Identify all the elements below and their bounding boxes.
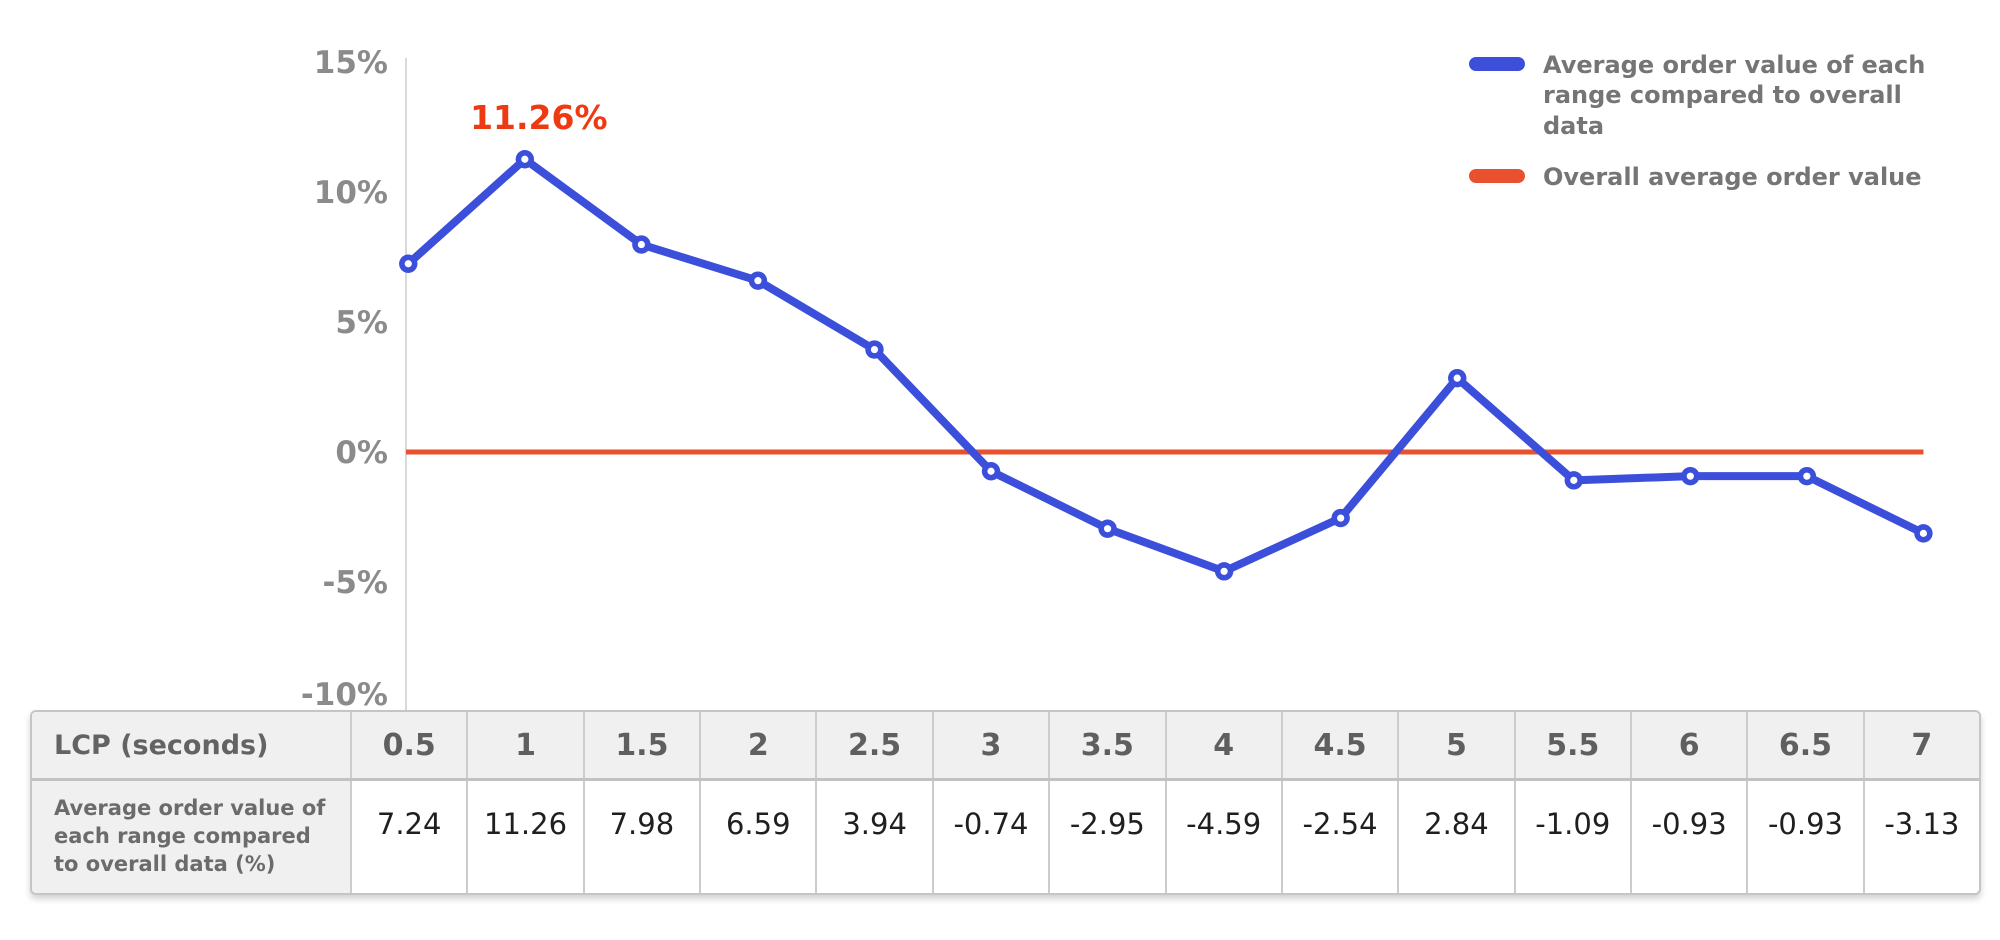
data-point-marker-center: [987, 467, 995, 475]
data-point-marker-center: [1686, 472, 1694, 480]
table-cell-value: 7.98: [582, 781, 699, 893]
data-point-marker-center: [637, 240, 645, 249]
table-column-header: 2.5: [815, 712, 932, 778]
table-row-label: Average order value of each range compar…: [32, 781, 350, 893]
table-cell-value: -2.54: [1280, 781, 1397, 893]
table-cell-value: 6.59: [699, 781, 815, 893]
y-axis-tick-label: 0%: [335, 435, 388, 471]
table-cell-value: -0.74: [931, 781, 1048, 893]
data-point-marker-center: [1220, 567, 1228, 575]
data-point-marker-center: [754, 277, 762, 285]
data-table: LCP (seconds) 0.5 1 1.5 2 2.5 3 3.5 4 4.5 5 5.5 6 6.5…: [30, 710, 1981, 895]
table-column-header: 4: [1164, 712, 1281, 778]
table-column-header: 7: [1862, 712, 1979, 778]
table-column-header: 1: [466, 712, 583, 778]
table-column-header: 6.5: [1746, 712, 1863, 778]
y-axis-tick-label: 15%: [314, 45, 388, 81]
chart-legend: Average order value of each range compar…: [1469, 50, 1943, 214]
table-cell-value: -2.95: [1048, 781, 1164, 893]
data-point-marker-center: [1570, 476, 1578, 484]
series-line: [404, 155, 1928, 576]
data-point-marker-center: [1803, 472, 1811, 480]
table-column-header: 4.5: [1280, 712, 1398, 778]
line-chart-plot: 15% 10% 5% 0% -5% -10%: [301, 45, 1933, 710]
legend-label: Average order value of each range compar…: [1543, 51, 1926, 140]
data-point-marker-center: [404, 260, 412, 268]
table-cell-value: -1.09: [1513, 781, 1630, 893]
table-column-header: 3.5: [1048, 712, 1165, 778]
y-axis-tick-label: -5%: [323, 565, 389, 601]
y-axis-tick-label: -10%: [301, 677, 388, 710]
table-cell-value: -3.13: [1862, 781, 1979, 893]
y-axis-tick-label: 5%: [335, 305, 388, 341]
data-point-marker-center: [1919, 529, 1928, 537]
table-column-header: 2: [699, 712, 816, 778]
table-column-header: 6: [1629, 712, 1747, 778]
peak-value-annotation: 11.26%: [470, 98, 608, 137]
legend-label: Overall average order value: [1543, 163, 1922, 192]
table-column-header: 5.5: [1513, 712, 1630, 778]
table-cell-value: 3.94: [815, 781, 931, 893]
table-cell-value: -0.93: [1746, 781, 1862, 893]
table-cell-value: 7.24: [350, 781, 466, 893]
data-point-marker-center: [1337, 514, 1345, 522]
legend-item: Overall average order value: [1469, 162, 1943, 192]
table-cell-value: -0.93: [1629, 781, 1746, 893]
table-cell-value: -4.59: [1164, 781, 1281, 893]
table-header-row: LCP (seconds) 0.5 1 1.5 2 2.5 3 3.5 4 4.5 5 5.5 6 6.5…: [32, 712, 1979, 781]
table-column-header: 1.5: [582, 712, 700, 778]
legend-item: Average order value of each range compar…: [1469, 50, 1943, 141]
data-point-marker-center: [870, 345, 879, 354]
data-point-marker-center: [1103, 525, 1112, 533]
table-cell-value: 2.84: [1397, 781, 1513, 893]
y-axis-tick-label: 10%: [314, 175, 388, 211]
table-column-header: 0.5: [350, 712, 467, 778]
table-corner-label: LCP (seconds): [32, 712, 350, 778]
table-column-header: 3: [931, 712, 1049, 778]
table-cell-value: 11.26: [466, 781, 582, 893]
data-point-marker-center: [1453, 374, 1461, 382]
data-point-marker-center: [521, 155, 529, 163]
legend-swatch: [1469, 57, 1525, 71]
legend-swatch: [1469, 169, 1525, 184]
table-row: Average order value of each range compar…: [32, 781, 1979, 893]
table-column-header: 5: [1397, 712, 1514, 778]
